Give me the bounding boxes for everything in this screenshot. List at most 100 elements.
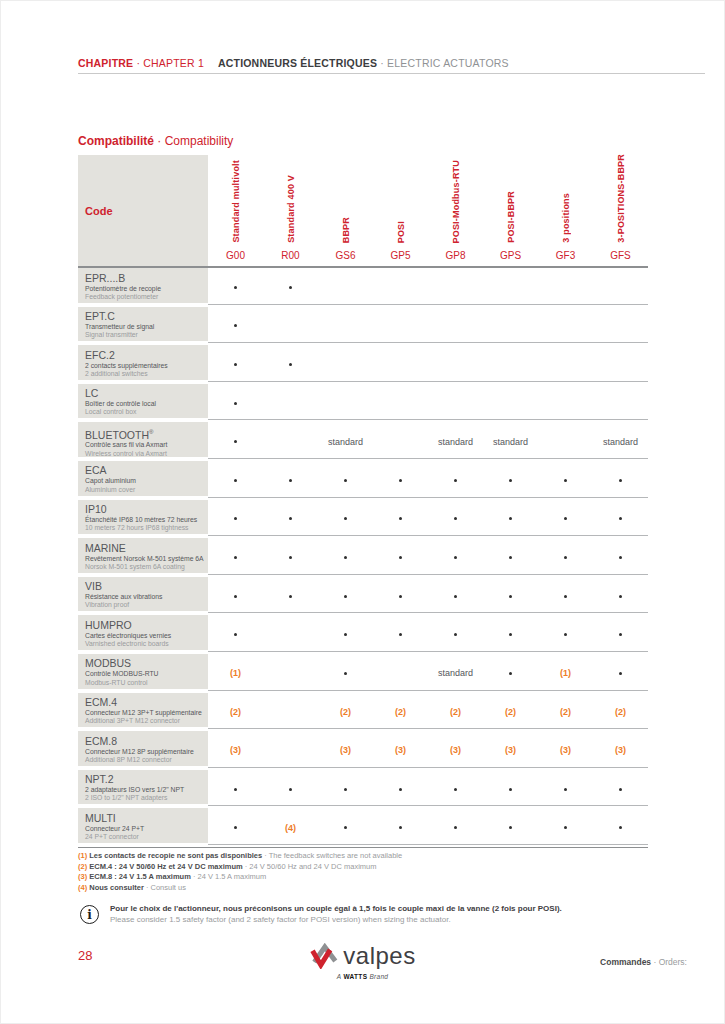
row-desc-en: 24 P+T connector [85,833,204,841]
row-desc-fr: Connecteur 24 P+T [85,825,204,833]
cell-GP8: standard [428,654,483,693]
availability-dot [289,286,292,289]
footnote-line: (1) Les contacts de recopie ne sont pas … [78,851,658,862]
tagline-a: A [337,973,342,980]
availability-dot [234,402,237,405]
availability-dot [344,595,347,598]
row-code: LC [85,387,204,399]
row-desc-en: Local control box [85,408,204,416]
cell-G00 [208,422,263,461]
cell-GPS [483,615,538,654]
section-title: Compatibilité · Compatibility [78,134,233,148]
availability-dot [619,826,622,829]
row-desc-fr: Revêtement Norsok M-501 système 6A [85,555,204,563]
valpes-wordmark: valpes [343,942,415,970]
row-code: NPT.2 [85,773,204,785]
footnote-text-en: 24 V 1.5 A maximum [198,872,267,881]
registered-mark: ® [149,429,153,435]
row-desc-en: Norsok M-501 system 6A coating [85,563,204,571]
document-title-fr: ACTIONNEURS ÉLECTRIQUES [218,57,377,69]
cell-G00 [208,461,263,500]
cell-R00 [263,307,318,346]
footnote-text-en: 24 V 50/60 Hz and 24 V DC maximum [249,862,376,871]
cell-R00 [263,500,318,539]
cell-R00 [263,577,318,616]
availability-dot [619,595,622,598]
row-label: VIBRésistance aux vibrationsVibration pr… [78,577,208,612]
footnote-line: (2) ECM.4 : 24 V 50/60 Hz et 24 V DC max… [78,862,658,873]
availability-dot [619,672,622,675]
row-desc-fr: 2 adaptateurs ISO vers 1/2" NPT [85,786,204,794]
availability-dot [619,633,622,636]
availability-dot [344,556,347,559]
column-label: POSI-BBPR [506,191,516,243]
availability-dot [289,479,292,482]
table-row-LC: LCBoîtier de contrôle localLocal control… [78,384,648,423]
row-desc-en: Feedback potentiometer [85,293,204,301]
availability-dot [289,556,292,559]
row-label: HUMPROCartes électroniques verniesVarnis… [78,615,208,650]
cell-GP8 [428,307,483,346]
cell-GPS [483,345,538,384]
table-row-MARINE: MARINERevêtement Norsok M-501 système 6A… [78,538,648,577]
row-desc-fr: Étanchéité IP68 10 mètres 72 heures [85,516,204,524]
availability-dot [454,556,457,559]
cell-GPS: (3) [483,731,538,770]
cell-G00: (1) [208,654,263,693]
row-desc-fr: Boîtier de contrôle local [85,400,204,408]
cell-GP5 [373,808,428,847]
table-row-HUMPRO: HUMPROCartes électroniques verniesVarnis… [78,615,648,654]
availability-dot [509,479,512,482]
cell-G00 [208,615,263,654]
cell-GPS [483,654,538,693]
row-desc-en: 10 meters 72 hours IP68 tightness [85,524,204,532]
cell-R00 [263,461,318,500]
cell-G00 [208,384,263,423]
table-row-EFC2: EFC.22 contacts supplémentaires2 additio… [78,345,648,384]
availability-dot [399,556,402,559]
cell-GS6 [318,808,373,847]
row-code: MARINE [85,542,204,554]
catalog-page: CHAPITRE · CHAPTER 1ACTIONNEURS ÉLECTRIQ… [0,0,725,1024]
availability-dot [289,595,292,598]
table-row-NPT2: NPT.22 adaptateurs ISO vers 1/2" NPT2 IS… [78,770,648,809]
cell-G00 [208,538,263,577]
cell-G00 [208,577,263,616]
cell-GPS [483,268,538,307]
cell-GPS [483,577,538,616]
cell-GS6 [318,770,373,809]
cell-R00 [263,654,318,693]
column-label: BBPR [341,217,351,243]
cell-GS6: (2) [318,693,373,732]
footnote-marker: (3) [78,872,89,881]
cell-GP8: (3) [428,731,483,770]
cell-GFS [593,384,648,423]
row-label: MULTIConnecteur 24 P+T24 P+T connector [78,808,208,843]
column-header-GS6: BBPRGS6 [318,155,373,266]
column-header-G00: Standard multivoltG00 [208,155,263,266]
cell-GF3 [538,268,593,307]
availability-dot [509,788,512,791]
cell-GF3 [538,770,593,809]
row-desc-fr: Contrôle sans fil via Axmart [85,441,204,449]
cell-GF3: (3) [538,731,593,770]
availability-dot [234,363,237,366]
availability-dot [234,826,237,829]
availability-dot [399,788,402,791]
section-title-en: · Compatibility [154,134,233,148]
chapter-label-fr: CHAPITRE [78,57,133,69]
row-desc-fr: Capot aluminium [85,477,204,485]
cell-GS6 [318,268,373,307]
header-divider [78,73,705,74]
availability-dot [399,826,402,829]
cell-GP8: standard [428,422,483,461]
cell-GFS [593,307,648,346]
cell-GPS [483,808,538,847]
cell-GF3 [538,384,593,423]
cell-GP5 [373,461,428,500]
cell-GFS [593,808,648,847]
cell-GP8 [428,577,483,616]
availability-dot [509,826,512,829]
row-label: NPT.22 adaptateurs ISO vers 1/2" NPT2 IS… [78,770,208,805]
availability-dot [289,517,292,520]
